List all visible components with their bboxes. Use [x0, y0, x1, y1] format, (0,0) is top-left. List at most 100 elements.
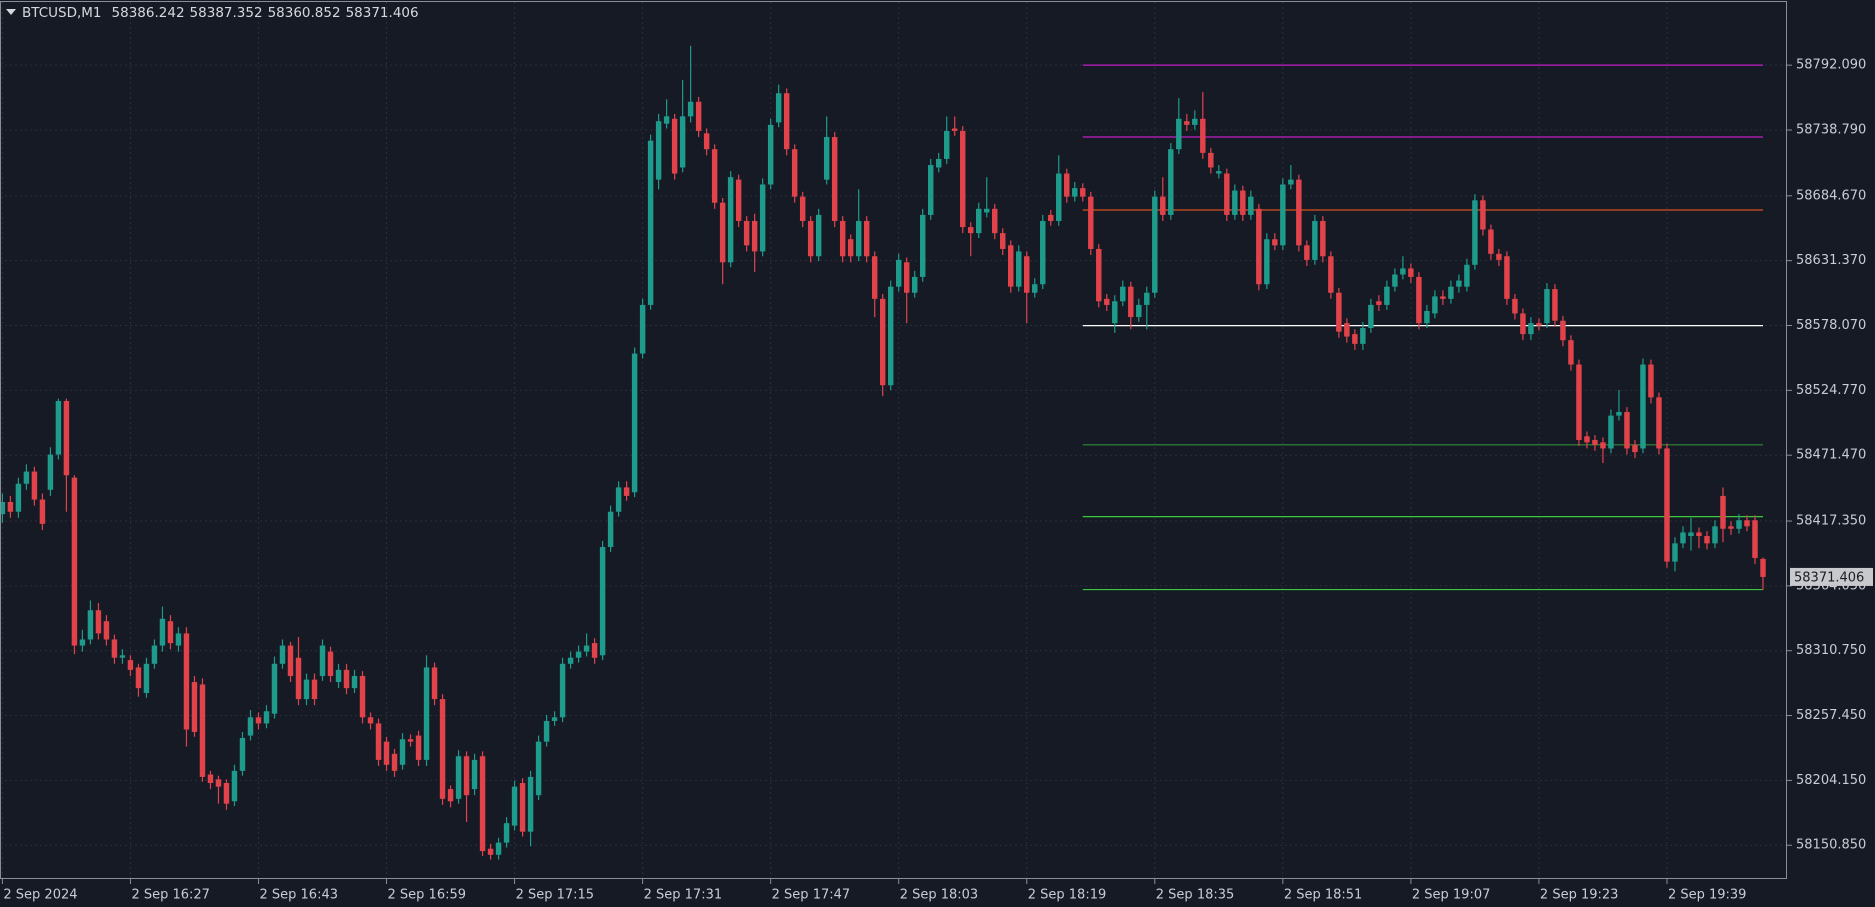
candle-body [399, 739, 406, 765]
x-tick-label: 2 Sep 16:27 [131, 888, 210, 903]
candle-body [855, 220, 862, 257]
candles [0, 45, 1766, 860]
x-tick-label: 2 Sep 18:19 [1028, 888, 1107, 903]
candle-body [495, 842, 502, 855]
candle-body [527, 776, 534, 832]
header-low: 58360.852 [268, 5, 341, 21]
candle-body [1072, 188, 1078, 197]
candle-body [183, 633, 190, 730]
candle-body [535, 741, 542, 796]
header-open: 58386.242 [112, 5, 185, 21]
candle-body [1544, 289, 1550, 324]
candle-body [1480, 200, 1486, 230]
candle-body [1320, 220, 1326, 257]
candle-body [1736, 520, 1742, 529]
candle-body [984, 208, 990, 213]
candle-body [839, 220, 846, 257]
candle-body [1128, 286, 1134, 318]
candle-body [303, 679, 310, 700]
candle-body [968, 227, 974, 234]
candle-body [1224, 173, 1230, 215]
menu-arrow[interactable] [6, 9, 16, 15]
candle-body [976, 208, 982, 234]
candle-body [1464, 264, 1470, 287]
x-tick-label: 2 Sep 19:23 [1540, 888, 1619, 903]
candle-body [231, 770, 238, 802]
candle-body [263, 711, 270, 724]
candle-body [1704, 536, 1710, 544]
candle-body [1424, 310, 1430, 324]
candle-body [1056, 173, 1062, 221]
header-high: 58387.352 [190, 5, 263, 21]
candle-body [367, 717, 374, 724]
candle-body [1256, 208, 1262, 285]
candle-body [279, 645, 286, 664]
x-tick-label: 2 Sep 16:43 [259, 888, 338, 903]
candle-body [47, 454, 54, 490]
candle-body [119, 655, 126, 658]
candle-body [1584, 436, 1590, 443]
candle-body [687, 101, 694, 117]
candle-body [471, 759, 478, 790]
candle-body [1272, 239, 1278, 246]
candle-body [895, 259, 902, 287]
candle-body [1040, 220, 1046, 285]
candle-body [1504, 256, 1510, 299]
candle-body [455, 756, 462, 799]
candle-body [1720, 495, 1726, 529]
candle-body [679, 116, 686, 168]
candle-body [1304, 245, 1310, 260]
candle-body [1000, 233, 1006, 249]
candle-body [591, 643, 598, 658]
candle-body [167, 621, 174, 644]
candle-body [575, 651, 582, 658]
candle-body [631, 353, 638, 493]
candle-body [1568, 340, 1574, 365]
candle-body [1648, 364, 1654, 398]
candle-body [1216, 171, 1222, 174]
candle-body [1456, 280, 1462, 287]
candle-body [1192, 118, 1198, 125]
candle-body [887, 286, 894, 386]
candle-body [431, 667, 438, 700]
candle-body [295, 657, 302, 700]
candle-body [655, 121, 662, 180]
candle-body [1576, 364, 1582, 440]
price-tag-label: 58371.406 [1794, 570, 1864, 585]
candle-body [1744, 520, 1750, 527]
candle-body [159, 618, 166, 646]
candle-body [992, 208, 998, 234]
y-tick-label: 58524.770 [1796, 383, 1866, 398]
x-tick-label: 2 Sep 18:03 [900, 888, 979, 903]
candle-body [711, 149, 718, 203]
y-tick-label: 58417.350 [1796, 514, 1866, 529]
candle-body [559, 663, 566, 718]
candle-body [1368, 304, 1374, 329]
candle-body [1680, 532, 1686, 544]
x-tick-label: 2 Sep 18:51 [1284, 888, 1363, 903]
candle-body [743, 220, 750, 246]
y-tick-label: 58684.670 [1796, 188, 1866, 203]
candle-body [0, 501, 6, 515]
candle-body [847, 239, 854, 257]
candle-body [1728, 526, 1734, 529]
candle-body [1248, 196, 1254, 215]
candle-body [1048, 214, 1054, 221]
candle-body [639, 304, 646, 354]
candle-body [63, 401, 70, 476]
candle-body [879, 298, 886, 386]
candle-body [143, 663, 150, 693]
candle-body [927, 165, 934, 215]
candle-body [1560, 320, 1566, 341]
candle-body [135, 667, 142, 689]
candle-body [111, 639, 118, 658]
candle-body [799, 196, 806, 221]
candle-body [1512, 298, 1518, 314]
candle-body [1640, 364, 1646, 449]
candle-body [783, 93, 790, 150]
candle-body [423, 667, 430, 760]
candle-body [1168, 149, 1174, 215]
candle-body [599, 547, 606, 656]
